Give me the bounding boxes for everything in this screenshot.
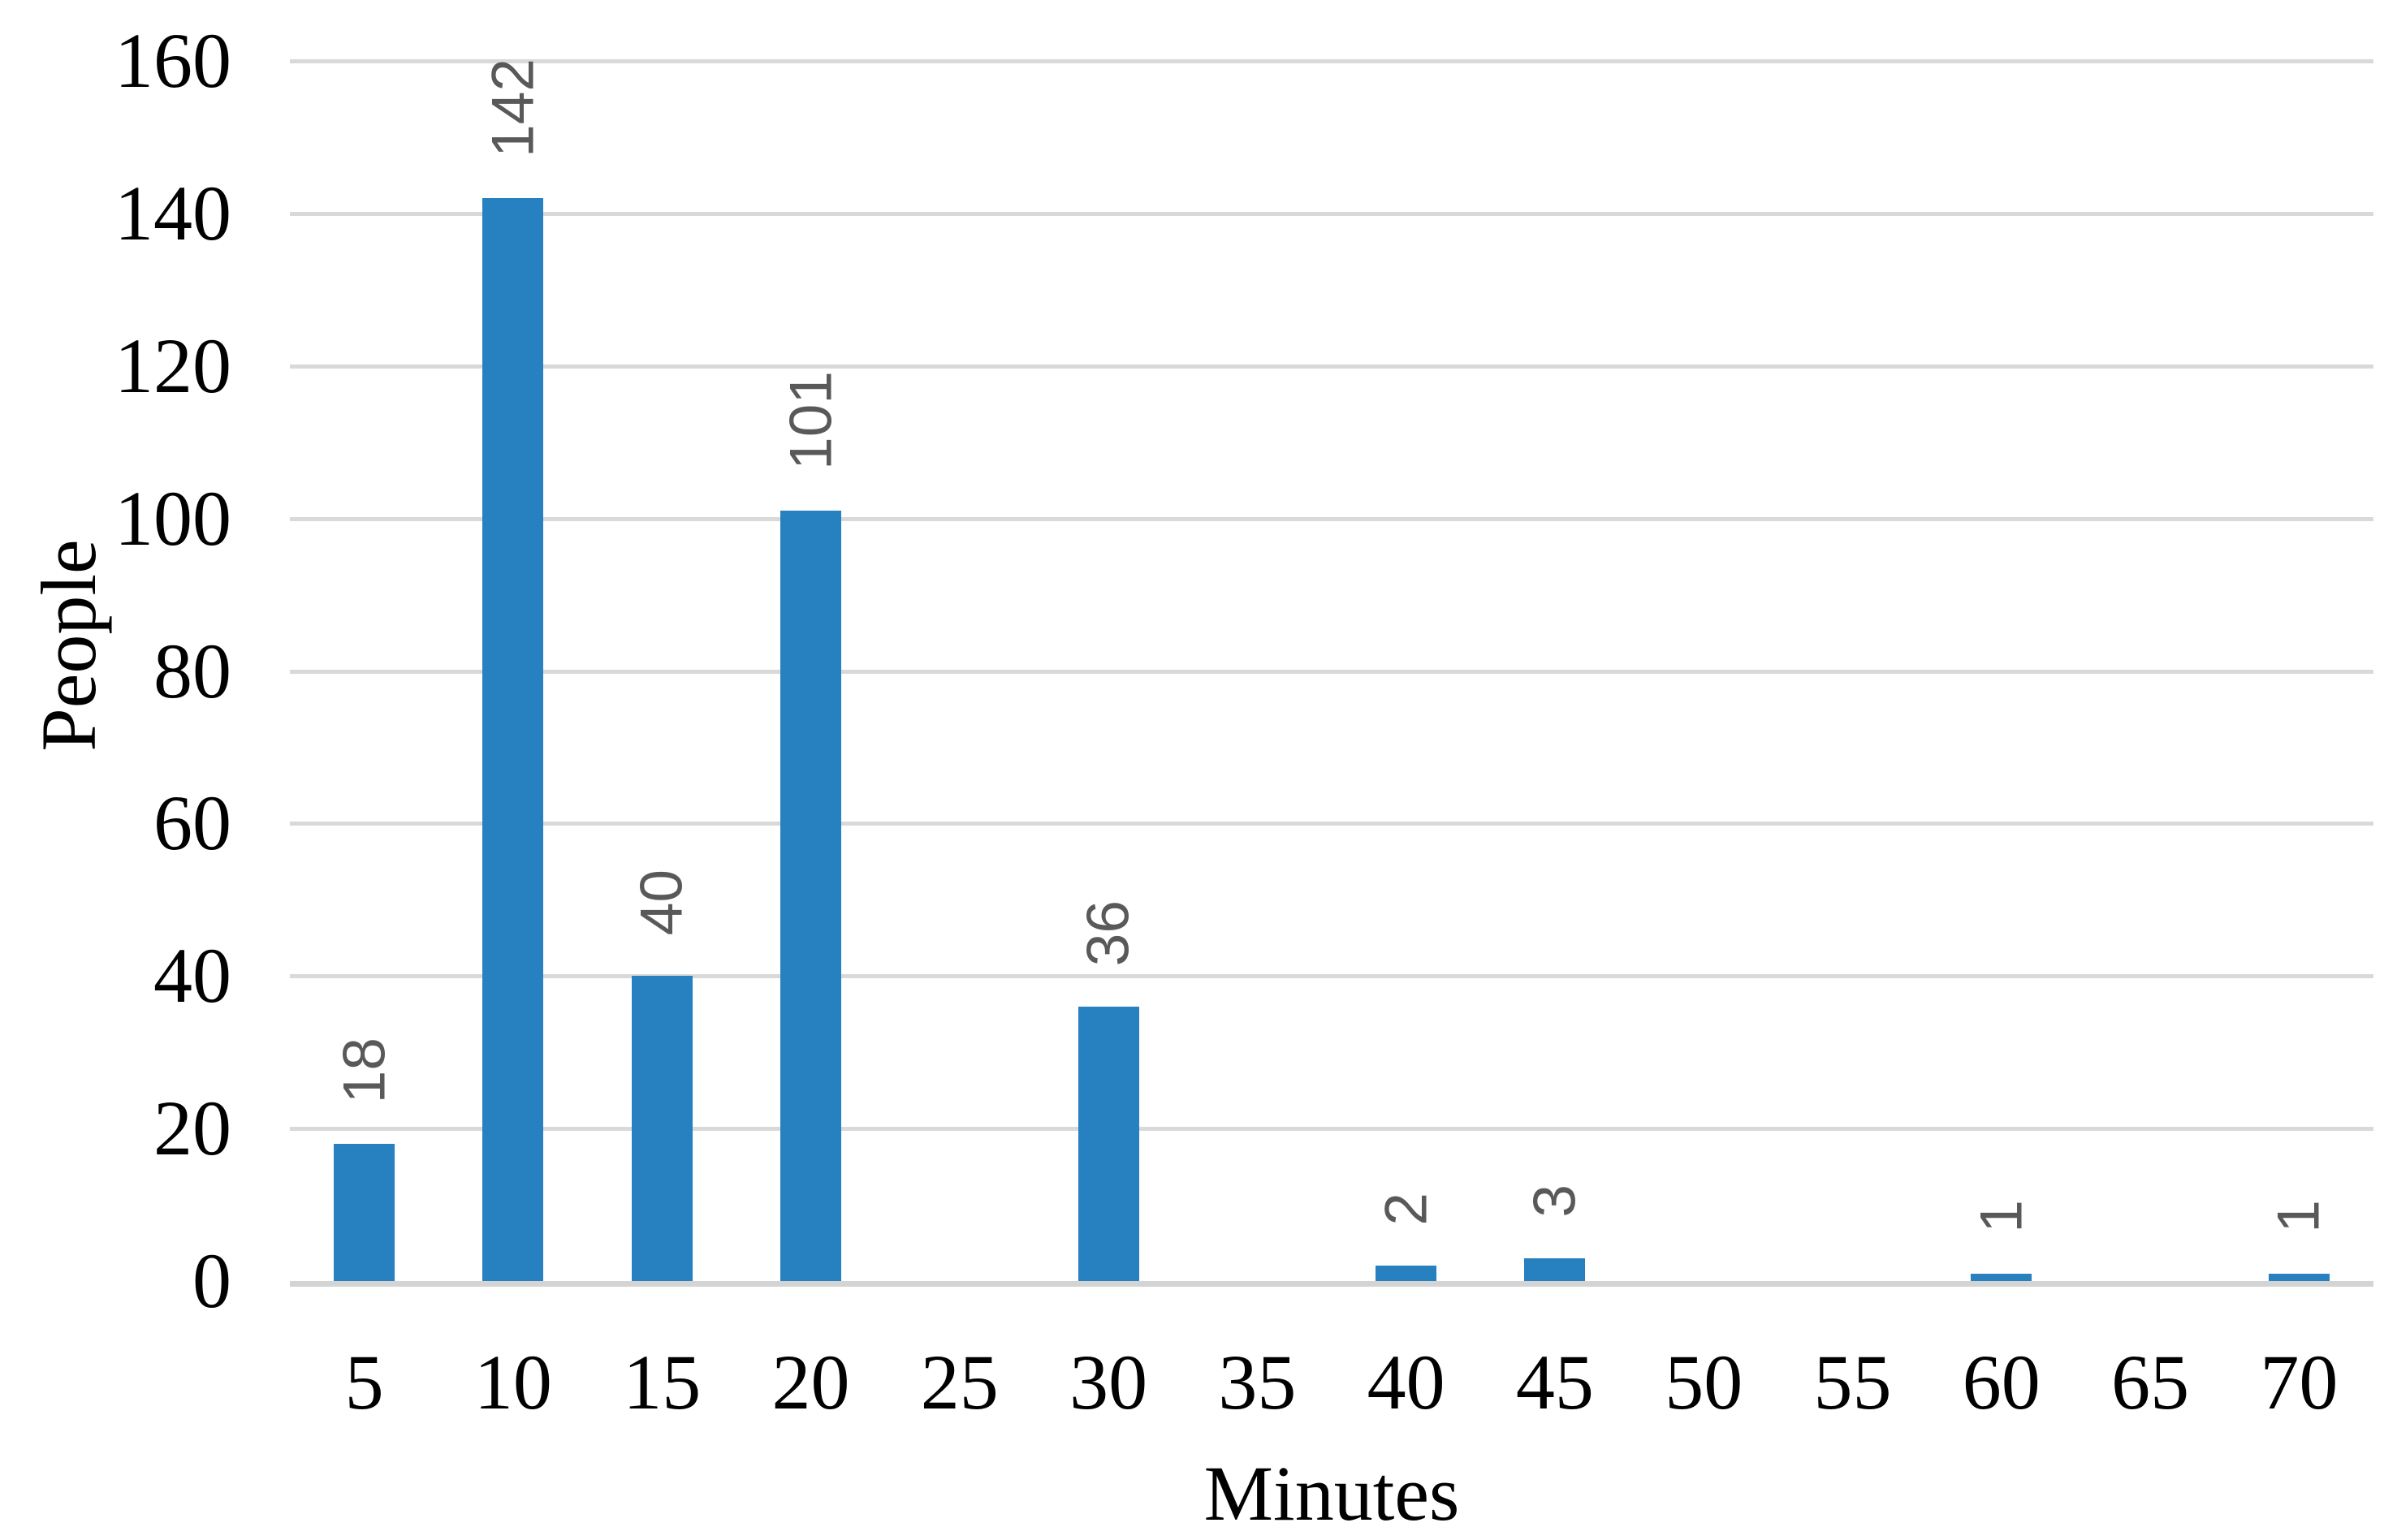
bar-value-label: 36 <box>1075 899 1142 966</box>
bar-value-label: 101 <box>778 371 844 471</box>
x-axis-title: Minutes <box>1203 1450 1460 1537</box>
y-axis-tick-label: 100 <box>114 474 231 562</box>
bar <box>2268 1273 2330 1281</box>
bar-value-label: 1 <box>1968 1200 2035 1233</box>
bar-value-label-text: 101 <box>778 371 844 471</box>
bar-value-label-text: 40 <box>628 869 695 936</box>
bar <box>1524 1257 1586 1281</box>
y-axis-tick-label: 120 <box>114 321 231 409</box>
gridline <box>290 59 2373 63</box>
bar-value-label-text: 36 <box>1075 899 1142 966</box>
x-axis-tick-label: 5 <box>344 1339 384 1426</box>
gridline <box>290 516 2373 521</box>
x-axis-line <box>290 1281 2373 1287</box>
x-axis-tick-label: 25 <box>920 1339 999 1426</box>
bar-value-label: 2 <box>1373 1192 1440 1226</box>
bar <box>1376 1266 1437 1281</box>
bar-value-label-text: 1 <box>2265 1200 2332 1233</box>
x-axis-tick-label: 30 <box>1069 1339 1148 1426</box>
bar-value-label-text: 3 <box>1522 1184 1588 1218</box>
bar <box>1971 1273 2032 1281</box>
x-axis-tick-label: 20 <box>771 1339 850 1426</box>
y-axis-tick-label: 20 <box>153 1085 231 1172</box>
bar <box>482 198 544 1281</box>
gridline <box>290 364 2373 369</box>
x-axis-tick-label: 45 <box>1515 1339 1594 1426</box>
x-axis-tick-label: 50 <box>1665 1339 1743 1426</box>
x-axis-tick-label: 70 <box>2260 1339 2339 1426</box>
y-axis-tick-label: 0 <box>192 1237 231 1324</box>
bar-value-label-text: 2 <box>1373 1192 1440 1226</box>
bar-value-label: 18 <box>331 1037 398 1103</box>
bar <box>1078 1006 1139 1281</box>
gridline <box>290 211 2373 216</box>
x-axis-tick-label: 55 <box>1813 1339 1892 1426</box>
x-axis-tick-label: 35 <box>1218 1339 1297 1426</box>
x-axis-tick-label: 15 <box>623 1339 702 1426</box>
gridline <box>290 669 2373 674</box>
gridline <box>290 974 2373 979</box>
gridline <box>290 1127 2373 1132</box>
bar <box>334 1143 395 1281</box>
y-axis-tick-label: 160 <box>114 17 231 104</box>
y-axis-tick-label: 60 <box>153 779 231 867</box>
y-axis-tick-label: 40 <box>153 932 231 1020</box>
bar-value-label: 40 <box>628 869 695 936</box>
bar-value-label-text: 18 <box>331 1037 398 1103</box>
bar-value-label-text: 1 <box>1968 1200 2035 1233</box>
bar-value-label: 142 <box>480 58 546 158</box>
bar-value-label: 3 <box>1522 1184 1588 1218</box>
bar-value-label: 1 <box>2265 1200 2332 1233</box>
x-axis-tick-label: 40 <box>1367 1339 1445 1426</box>
bar <box>780 511 841 1281</box>
x-axis-tick-label: 65 <box>2111 1339 2190 1426</box>
y-axis-tick-label: 140 <box>114 169 231 257</box>
x-axis-tick-label: 10 <box>473 1339 552 1426</box>
bar-value-label-text: 142 <box>480 58 546 158</box>
x-axis-tick-label: 60 <box>1962 1339 2041 1426</box>
gridline <box>290 822 2373 826</box>
bar <box>631 976 693 1281</box>
y-axis-tick-label: 80 <box>153 627 231 714</box>
